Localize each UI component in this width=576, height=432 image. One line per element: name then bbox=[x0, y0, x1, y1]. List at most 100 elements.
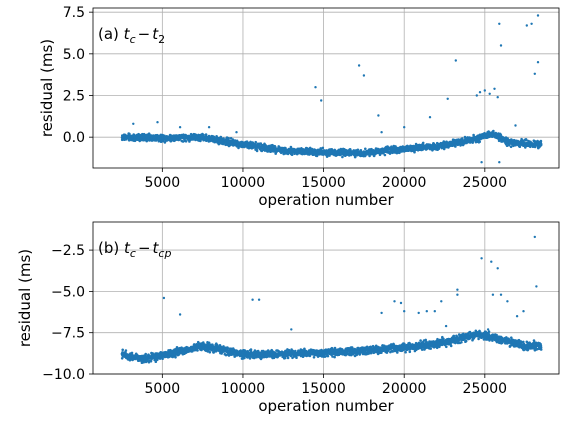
data-point bbox=[308, 146, 312, 150]
data-point bbox=[248, 357, 252, 360]
data-point bbox=[424, 338, 428, 342]
data-point bbox=[462, 332, 465, 336]
data-point bbox=[419, 339, 422, 342]
scatter-points bbox=[120, 14, 543, 164]
outlier-point bbox=[496, 96, 499, 99]
x-tick-label: 5000 bbox=[145, 175, 181, 191]
data-point bbox=[181, 140, 185, 143]
data-point bbox=[509, 145, 513, 149]
outlier-point bbox=[536, 61, 540, 64]
data-point bbox=[464, 339, 468, 343]
data-point bbox=[449, 344, 453, 348]
y-tick-label: 2.5 bbox=[63, 89, 85, 105]
data-point bbox=[383, 153, 387, 157]
data-point bbox=[121, 348, 124, 352]
outlier-point bbox=[178, 126, 182, 129]
data-point bbox=[491, 339, 494, 342]
panel-b: 5000 10000 15000 20000 25000−10.0−7.5−5.0−2.… bbox=[16, 221, 560, 415]
data-point bbox=[518, 145, 522, 148]
outlier-point bbox=[357, 64, 361, 67]
data-point bbox=[487, 330, 491, 333]
data-point bbox=[251, 141, 255, 144]
data-point bbox=[539, 139, 543, 143]
outlier-point bbox=[536, 14, 540, 17]
y-axis-label: residual (ms) bbox=[38, 39, 56, 137]
data-point bbox=[207, 341, 211, 345]
outlier-point bbox=[314, 86, 317, 89]
data-point bbox=[286, 356, 290, 360]
data-point bbox=[492, 129, 495, 133]
panel-a: 5000 10000 15000 20000 250000.02.55.07.5oper… bbox=[38, 5, 560, 209]
data-point bbox=[420, 348, 424, 351]
y-tick-label: 0.0 bbox=[63, 130, 85, 146]
data-point bbox=[294, 349, 297, 353]
data-point bbox=[312, 356, 316, 359]
data-point bbox=[490, 135, 494, 138]
data-point bbox=[408, 350, 412, 354]
data-point bbox=[229, 137, 233, 140]
y-tick-label: 5.0 bbox=[63, 47, 85, 63]
x-tick-label: 15000 bbox=[301, 175, 346, 191]
data-point bbox=[184, 140, 188, 143]
data-point bbox=[227, 136, 230, 140]
outlier-point bbox=[498, 161, 501, 164]
data-point bbox=[495, 333, 498, 337]
outlier-point bbox=[488, 92, 491, 96]
outlier-point bbox=[478, 91, 482, 94]
outlier-point bbox=[403, 126, 406, 129]
data-point bbox=[331, 355, 334, 358]
data-point bbox=[204, 133, 208, 136]
data-point bbox=[202, 133, 205, 137]
data-point bbox=[413, 150, 416, 154]
data-point bbox=[254, 140, 257, 144]
outlier-point bbox=[362, 74, 366, 77]
outlier-point bbox=[446, 97, 449, 101]
data-point bbox=[262, 349, 265, 353]
data-point bbox=[461, 137, 464, 140]
data-point bbox=[144, 352, 147, 356]
outlier-point bbox=[480, 161, 483, 164]
data-point bbox=[539, 143, 543, 147]
data-point bbox=[421, 141, 425, 145]
outlier-point bbox=[207, 126, 211, 129]
outlier-point bbox=[493, 87, 496, 91]
outlier-point bbox=[428, 116, 432, 119]
data-point bbox=[472, 133, 475, 137]
data-point bbox=[445, 345, 448, 349]
data-point bbox=[149, 359, 153, 363]
outlier-point bbox=[156, 121, 159, 124]
data-point bbox=[161, 357, 164, 361]
data-point bbox=[408, 342, 412, 346]
data-point bbox=[370, 147, 373, 151]
outlier-point bbox=[454, 59, 457, 62]
data-point bbox=[356, 148, 360, 152]
x-tick-label: 20000 bbox=[382, 175, 427, 191]
outlier-point bbox=[530, 22, 533, 25]
data-point bbox=[383, 344, 386, 348]
data-point bbox=[368, 154, 371, 158]
data-point bbox=[468, 330, 472, 334]
data-point bbox=[259, 142, 263, 145]
data-point bbox=[255, 149, 259, 153]
data-point bbox=[319, 147, 323, 150]
outlier-point bbox=[498, 22, 501, 25]
x-tick-label: 25000 bbox=[463, 175, 508, 191]
data-point bbox=[196, 349, 199, 352]
data-point bbox=[316, 355, 320, 358]
outlier-point bbox=[499, 44, 503, 47]
data-point bbox=[398, 151, 401, 155]
outlier-point bbox=[132, 122, 135, 126]
data-point bbox=[326, 354, 330, 358]
data-point bbox=[202, 341, 205, 344]
data-point bbox=[333, 355, 336, 359]
data-point bbox=[154, 360, 158, 364]
data-point bbox=[364, 147, 367, 151]
data-point bbox=[324, 355, 327, 358]
outlier-point bbox=[533, 72, 536, 76]
data-point bbox=[478, 140, 482, 143]
data-point bbox=[525, 138, 528, 142]
data-point bbox=[477, 337, 480, 341]
data-point bbox=[380, 351, 383, 354]
plot-frame bbox=[92, 7, 560, 169]
